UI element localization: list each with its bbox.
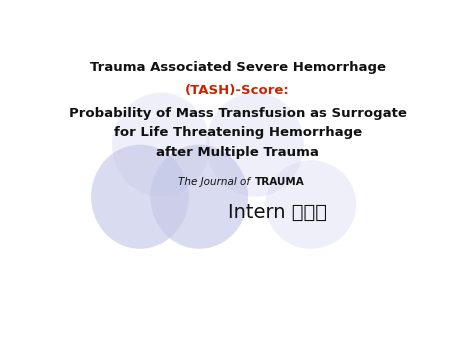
- Text: TRAUMA: TRAUMA: [255, 177, 305, 187]
- Ellipse shape: [91, 145, 189, 249]
- Text: after Multiple Trauma: after Multiple Trauma: [156, 146, 319, 159]
- Text: The Journal of: The Journal of: [178, 177, 253, 187]
- Text: Probability of Mass Transfusion as Surrogate: Probability of Mass Transfusion as Surro…: [69, 107, 406, 120]
- Ellipse shape: [150, 145, 248, 249]
- Text: Intern 洪毃棋: Intern 洪毃棋: [228, 203, 327, 222]
- Text: Trauma Associated Severe Hemorrhage: Trauma Associated Severe Hemorrhage: [90, 62, 386, 74]
- Ellipse shape: [266, 160, 356, 249]
- Text: (TASH)-Score:: (TASH)-Score:: [185, 83, 290, 97]
- Text: for Life Threatening Hemorrhage: for Life Threatening Hemorrhage: [113, 126, 362, 140]
- Ellipse shape: [206, 93, 304, 197]
- Ellipse shape: [112, 93, 210, 197]
